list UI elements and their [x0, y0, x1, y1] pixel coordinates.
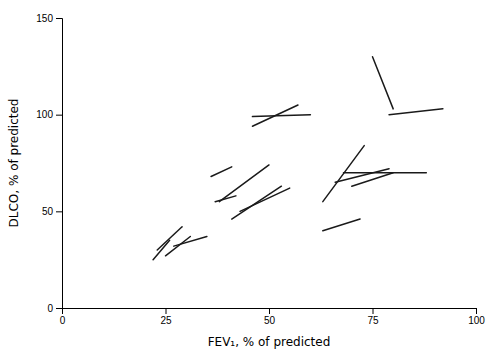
y-tick: 0	[47, 303, 62, 314]
y-tick-mark	[56, 18, 62, 19]
x-tick: 25	[160, 308, 172, 326]
segment	[211, 167, 232, 177]
segment	[232, 186, 282, 219]
segment	[153, 240, 170, 259]
x-axis-line	[63, 309, 477, 315]
plot: 0 25 50 75 100 0 50 100 150 FEV₁, % of predicted D…	[7, 13, 485, 349]
x-tick-mark	[166, 308, 167, 314]
x-tick-mark	[269, 308, 270, 314]
y-tick-label: 100	[36, 109, 53, 120]
segment	[166, 236, 191, 255]
x-tick: 50	[264, 308, 276, 326]
segment	[240, 188, 290, 211]
y-tick-mark	[56, 115, 62, 116]
x-tick-label: 75	[367, 315, 379, 326]
x-tick-mark	[476, 308, 477, 314]
segments	[153, 57, 443, 260]
segment	[252, 115, 310, 117]
x-tick: 100	[468, 308, 485, 326]
x-tick-label: 0	[60, 315, 66, 326]
segment	[344, 172, 427, 174]
y-tick-mark	[56, 211, 62, 212]
y-tick: 150	[36, 13, 62, 24]
segment	[352, 173, 393, 187]
segment	[323, 219, 360, 231]
y-tick: 50	[42, 206, 62, 217]
y-axis-title: DLCO, % of predicted	[7, 99, 21, 228]
x-tick-mark	[373, 308, 374, 314]
y-tick-label: 0	[47, 303, 53, 314]
x-tick-label: 50	[264, 315, 276, 326]
x-axis-title: FEV₁, % of predicted	[208, 335, 331, 349]
y-axis: 0 50 100 150	[36, 13, 62, 314]
y-tick-label: 50	[42, 206, 54, 217]
segment	[323, 146, 364, 202]
y-tick: 100	[36, 109, 62, 120]
segment	[373, 57, 394, 109]
segment	[219, 165, 269, 202]
segment	[389, 109, 443, 115]
x-tick: 0	[60, 308, 66, 326]
x-tick-label: 25	[160, 315, 172, 326]
segment	[335, 169, 389, 183]
y-axis-line	[56, 19, 63, 309]
y-tick-label: 150	[36, 13, 53, 24]
x-tick-label: 100	[468, 315, 485, 326]
y-tick-mark	[56, 308, 62, 309]
x-axis: 0 25 50 75 100	[60, 308, 486, 326]
segment	[174, 236, 207, 246]
chart: 0 25 50 75 100 0 50 100 150 FEV₁, % of predicted D…	[0, 0, 500, 358]
x-tick: 75	[367, 308, 379, 326]
